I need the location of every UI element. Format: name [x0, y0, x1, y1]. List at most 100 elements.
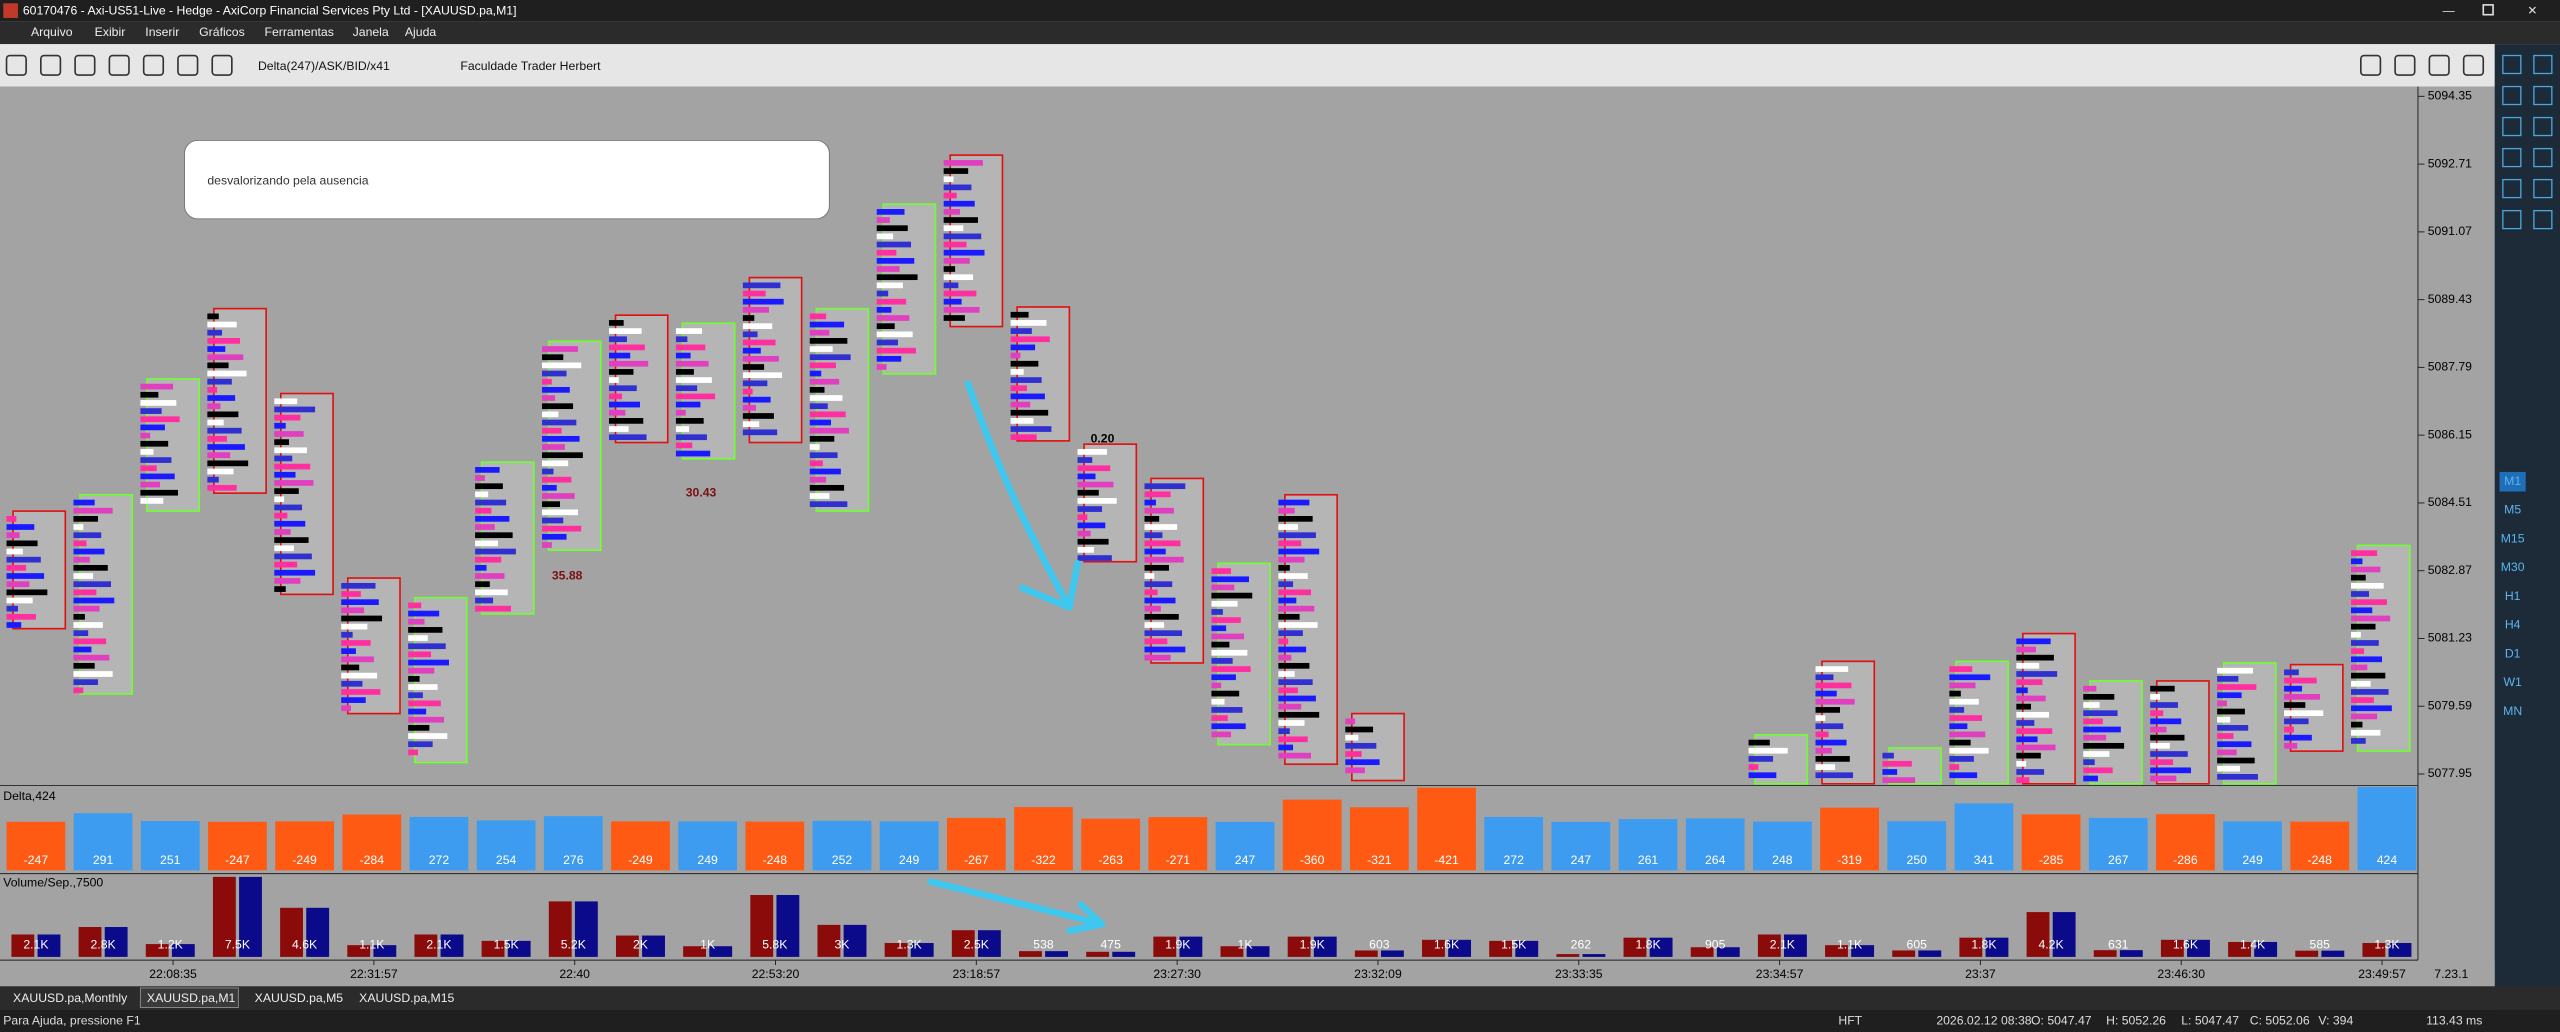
time-label: 22:08:35: [149, 967, 197, 981]
tab[interactable]: [139, 987, 239, 1008]
arrow[interactable]: [964, 380, 1081, 611]
footprint-row: [809, 378, 840, 385]
toolbar-button[interactable]: [40, 54, 62, 76]
toolbar-button[interactable]: [5, 54, 27, 76]
sidebar-tool[interactable]: [2533, 116, 2553, 137]
sidebar-tool[interactable]: [2533, 147, 2553, 168]
footprint-row: [675, 352, 691, 359]
minimize[interactable]: —: [2442, 4, 2455, 18]
footprint-row: [1010, 336, 1050, 343]
volume-bar: [1489, 940, 1513, 957]
footprint-row: [675, 385, 698, 392]
menu-item[interactable]: Janela: [353, 25, 389, 39]
annotation-box[interactable]: [184, 139, 830, 220]
sidebar-tool[interactable]: [2533, 209, 2553, 230]
timeframe[interactable]: H1: [2505, 589, 2521, 603]
timeframe[interactable]: W1: [2503, 675, 2522, 689]
volume-bar: [104, 927, 128, 957]
sidebar-tool[interactable]: [2502, 178, 2522, 199]
toolbar-button[interactable]: [74, 54, 96, 76]
sidebar-tool[interactable]: [2502, 209, 2522, 230]
toolbar-button[interactable]: [2394, 54, 2416, 76]
footprint-row: [408, 692, 423, 699]
footprint-candles: [6, 154, 2411, 785]
volume-bar: [574, 901, 598, 957]
delta-bar: [1417, 787, 1476, 871]
toolbar-button[interactable]: [177, 54, 199, 76]
timeframe[interactable]: D1: [2505, 646, 2521, 660]
sidebar-tool[interactable]: [2502, 85, 2522, 106]
footprint-row: [475, 532, 513, 539]
footprint-row: [408, 618, 425, 625]
footprint-row: [2150, 693, 2160, 700]
footprint-row: [2083, 693, 2115, 700]
timeframe[interactable]: M5: [2504, 503, 2521, 517]
tab-label: XAUUSD.pa,M5: [255, 991, 344, 1005]
footprint-row: [1949, 690, 1961, 697]
footprint-row: [943, 209, 960, 215]
sidebar-tool[interactable]: [2533, 178, 2553, 199]
footprint-row: [408, 610, 440, 617]
footprint-row: [341, 582, 376, 589]
footprint-row: [542, 501, 560, 508]
footprint-row: [675, 401, 701, 408]
timeframe[interactable]: M1: [2504, 474, 2521, 488]
delta-value: 341: [1974, 853, 1995, 867]
volume-bar: [843, 924, 867, 957]
footprint-row: [1144, 499, 1156, 506]
footprint-row: [1278, 752, 1312, 759]
version: 7.23.1: [2434, 967, 2468, 981]
menu-item[interactable]: Inserir: [145, 25, 179, 39]
timeframe[interactable]: H4: [2505, 618, 2521, 632]
sidebar-tool[interactable]: [2502, 147, 2522, 168]
tab[interactable]: [248, 987, 343, 1008]
arrow[interactable]: [927, 878, 1106, 935]
menu-item[interactable]: Arquivo: [31, 25, 73, 39]
footprint-row: [2150, 710, 2164, 717]
maximize[interactable]: [2482, 4, 2494, 16]
footprint-row: [943, 160, 983, 166]
timeframe[interactable]: M15: [2501, 531, 2525, 545]
time-axis: [0, 960, 2495, 987]
footprint-row: [742, 364, 765, 370]
toolbar-button[interactable]: [2428, 54, 2450, 76]
menu-item[interactable]: Exibir: [95, 25, 126, 39]
delta-bar: [812, 820, 872, 871]
footprint-row: [943, 192, 957, 199]
toolbar-button[interactable]: [108, 54, 130, 76]
footprint-row: [274, 455, 293, 462]
volume-value: 2.8K: [91, 938, 117, 952]
footprint-row: [2150, 775, 2177, 782]
close[interactable]: ✕: [2527, 4, 2537, 18]
footprint-row: [207, 395, 236, 401]
footprint-row: [2016, 687, 2028, 694]
menu-item[interactable]: Ferramentas: [264, 25, 333, 39]
sidebar-tool[interactable]: [2502, 54, 2522, 75]
volume-bar: [750, 895, 774, 957]
footprint-row: [1010, 401, 1031, 408]
sidebar-tool[interactable]: [2533, 85, 2553, 106]
app-icon: [3, 3, 18, 18]
sidebar-tool[interactable]: [2533, 54, 2553, 75]
toolbar-button[interactable]: [142, 54, 165, 76]
toolbar-button[interactable]: [211, 54, 233, 76]
volume-value: 1.5K: [1501, 938, 1527, 952]
footprint-row: [1211, 690, 1240, 697]
footprint-row: [6, 540, 38, 547]
footprint-row: [1010, 369, 1024, 375]
footprint-row: [2083, 759, 2095, 766]
footprint-row: [2351, 721, 2363, 728]
tab[interactable]: [352, 987, 448, 1008]
timeframe[interactable]: M30: [2501, 560, 2525, 574]
timeframe[interactable]: MN: [2503, 704, 2522, 718]
candle-body: [949, 154, 1004, 328]
delta-value: -249: [292, 853, 317, 867]
menu-item[interactable]: Ajuda: [405, 25, 436, 39]
menu-item[interactable]: Gráficos: [199, 25, 245, 39]
footprint-row: [2284, 718, 2309, 725]
toolbar-button[interactable]: [2360, 54, 2382, 76]
footprint-row: [876, 323, 895, 330]
sidebar-tool[interactable]: [2502, 116, 2522, 137]
tab[interactable]: [6, 987, 131, 1008]
toolbar-button[interactable]: [2462, 54, 2485, 76]
